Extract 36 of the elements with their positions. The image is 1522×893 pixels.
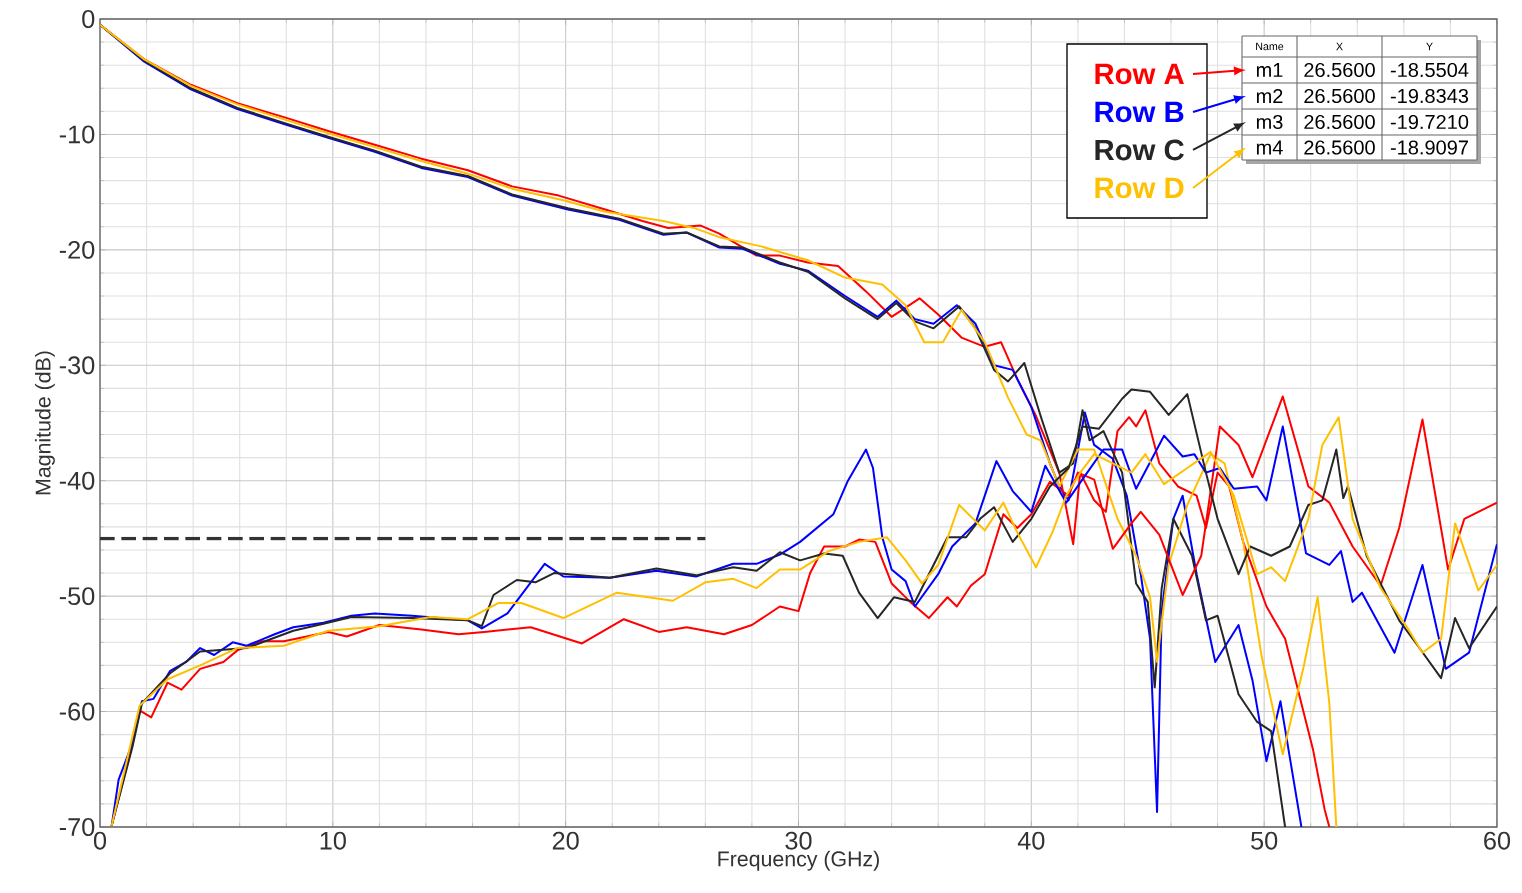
y-tick-label: -30 [59, 356, 95, 375]
x-tick-label: 40 [1017, 831, 1045, 850]
annotation: 26.5600 [1304, 62, 1375, 78]
legend-label: Row D [1095, 177, 1184, 199]
x-tick-label: 50 [1251, 831, 1278, 850]
annotation: Name [1256, 42, 1284, 51]
y-tick-label: -40 [59, 471, 95, 490]
y-tick-label: -60 [59, 702, 95, 721]
y-axis-title: Magnitude (dB) [34, 351, 55, 495]
x-tick-label: 30 [785, 831, 812, 850]
x-tick-label: 0 [93, 831, 107, 850]
x-axis-title: Frequency (GHz) [718, 850, 879, 871]
annotation: -18.9097 [1390, 140, 1468, 155]
annotation: m3 [1256, 114, 1283, 130]
x-tick-label: 60 [1484, 831, 1511, 850]
y-tick-label: -50 [59, 587, 95, 606]
annotation: 26.5600 [1304, 140, 1375, 155]
y-tick-label: 0 [82, 10, 95, 28]
annotation: m2 [1256, 89, 1283, 103]
annotation: 26.5600 [1304, 88, 1375, 104]
y-tick-label: -10 [59, 125, 95, 144]
annotation: -19.8343 [1390, 88, 1469, 104]
x-tick-label: 10 [320, 831, 346, 850]
legend-label: Row B [1095, 101, 1184, 123]
y-tick-label: -20 [59, 240, 95, 259]
legend-label: Row A [1095, 63, 1184, 85]
annotation: 26.5600 [1304, 114, 1375, 130]
legend-label: Row C [1095, 139, 1184, 161]
annotation: m4 [1256, 140, 1283, 155]
y-tick-label: -70 [59, 818, 95, 836]
annotation: m1 [1256, 63, 1283, 77]
annotation: -19.7210 [1390, 114, 1469, 130]
annotation: X [1336, 42, 1343, 51]
annotation: -18.5504 [1390, 62, 1469, 78]
annotation: Y [1426, 42, 1433, 51]
x-tick-label: 20 [552, 831, 579, 850]
